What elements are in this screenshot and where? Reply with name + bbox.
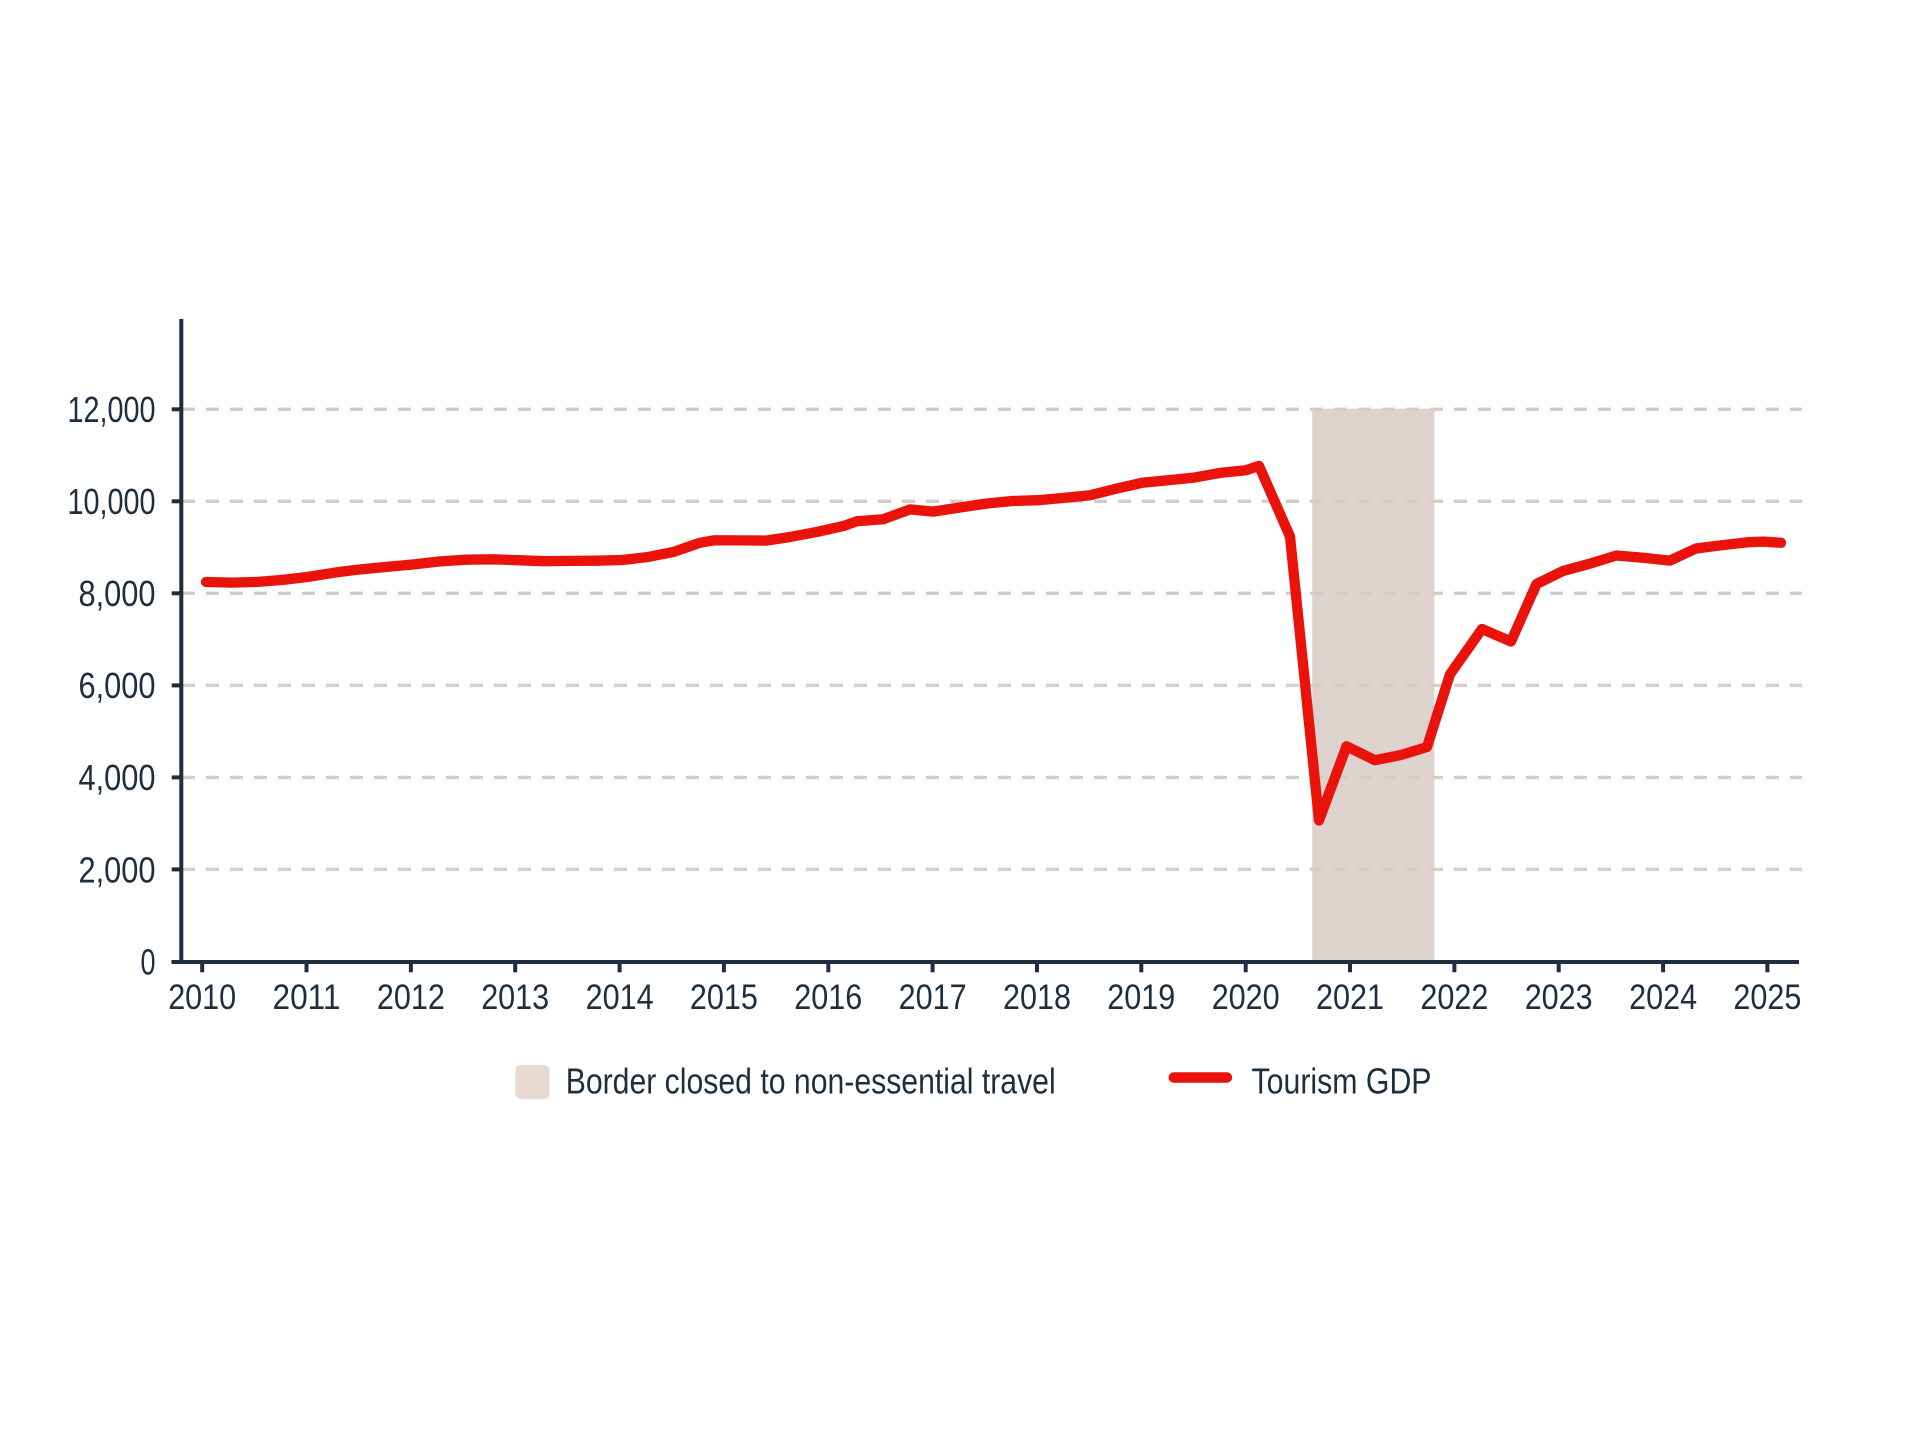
svg-text:4,000: 4,000 bbox=[79, 757, 156, 798]
svg-text:2024: 2024 bbox=[1629, 978, 1697, 1017]
svg-text:0: 0 bbox=[141, 941, 156, 982]
svg-text:2012: 2012 bbox=[377, 978, 445, 1017]
svg-text:2021: 2021 bbox=[1316, 978, 1384, 1017]
svg-text:2025: 2025 bbox=[1733, 978, 1801, 1017]
svg-text:2022: 2022 bbox=[1420, 978, 1488, 1017]
svg-text:2017: 2017 bbox=[899, 978, 967, 1017]
svg-text:2016: 2016 bbox=[794, 978, 862, 1017]
svg-text:2,000: 2,000 bbox=[79, 849, 156, 890]
svg-text:2011: 2011 bbox=[273, 978, 341, 1017]
svg-text:6,000: 6,000 bbox=[79, 665, 156, 706]
svg-text:10,000: 10,000 bbox=[68, 481, 156, 522]
svg-text:2015: 2015 bbox=[690, 978, 758, 1017]
svg-text:Tourism GDP: Tourism GDP bbox=[1252, 1061, 1432, 1102]
svg-text:2023: 2023 bbox=[1525, 978, 1593, 1017]
svg-text:2013: 2013 bbox=[481, 978, 549, 1017]
svg-text:2010: 2010 bbox=[168, 978, 236, 1017]
svg-text:8,000: 8,000 bbox=[79, 573, 156, 614]
svg-text:12,000: 12,000 bbox=[68, 389, 156, 430]
svg-text:2014: 2014 bbox=[586, 978, 654, 1017]
svg-text:Border closed to non-essential: Border closed to non-essential travel bbox=[566, 1061, 1056, 1102]
svg-text:2018: 2018 bbox=[1003, 978, 1071, 1017]
svg-text:2019: 2019 bbox=[1107, 978, 1175, 1017]
svg-text:2020: 2020 bbox=[1212, 978, 1280, 1017]
